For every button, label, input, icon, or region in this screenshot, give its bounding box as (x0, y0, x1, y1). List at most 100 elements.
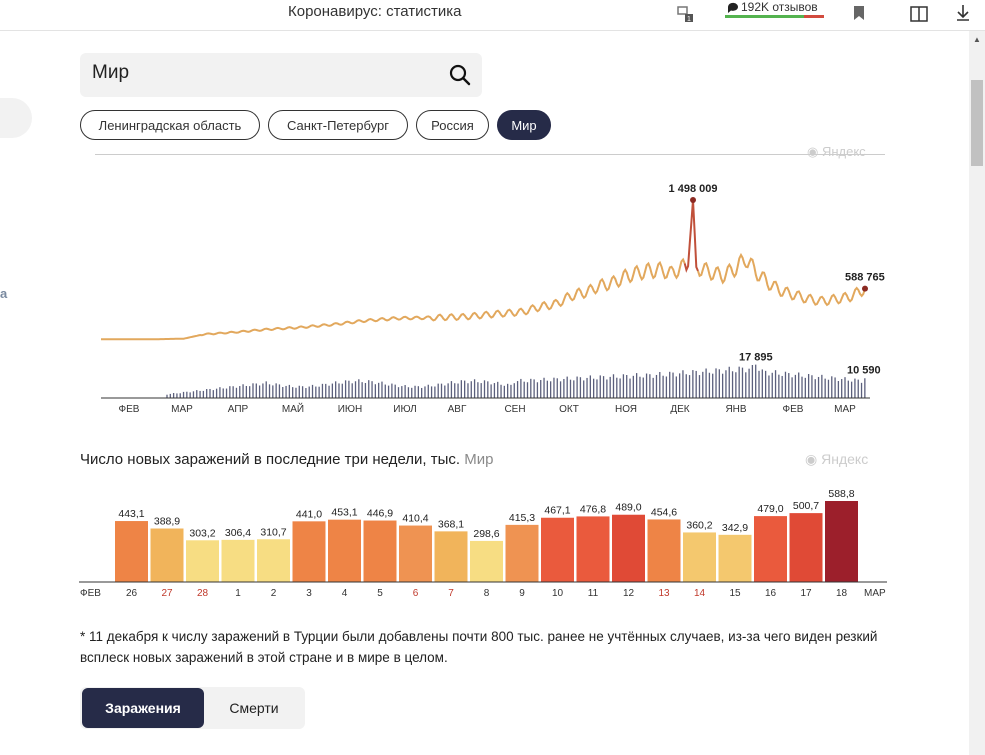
deaths-bar (576, 376, 578, 398)
reader-icon[interactable] (908, 4, 930, 28)
new-cases-bar[interactable] (363, 520, 397, 582)
tab-deaths[interactable]: Смерти (229, 700, 279, 716)
deaths-bar (642, 377, 644, 398)
month-tick-label: МАР (834, 404, 856, 415)
scroll-up-arrow-icon[interactable]: ▲ (973, 35, 981, 44)
page-scrollbar[interactable] (969, 31, 985, 755)
deaths-bar (232, 386, 234, 398)
deaths-bar (672, 372, 674, 398)
download-icon[interactable] (955, 4, 971, 26)
new-cases-bar[interactable] (115, 521, 148, 582)
deaths-bar (335, 381, 337, 398)
deaths-bar (255, 383, 257, 398)
bar-value-label: 388,9 (154, 515, 180, 527)
deaths-bar (430, 386, 433, 398)
deaths-bar (596, 379, 598, 398)
bar-value-label: 500,7 (793, 500, 819, 512)
day-tick-label: 5 (377, 588, 383, 599)
deaths-bar (573, 380, 575, 398)
deaths-bar (784, 371, 787, 398)
new-cases-bar[interactable] (470, 540, 503, 582)
region-chip-spb[interactable]: Санкт-Петербург (268, 110, 408, 140)
deaths-bar (533, 379, 535, 398)
deaths-bar (801, 376, 803, 398)
deaths-bar (540, 380, 542, 398)
deaths-bar (526, 382, 529, 398)
new-cases-bar[interactable] (399, 525, 432, 582)
new-cases-bar[interactable] (292, 521, 326, 582)
deaths-bar (196, 390, 198, 398)
deaths-bar (454, 383, 456, 398)
deaths-bar (384, 384, 386, 398)
new-cases-bar[interactable] (328, 519, 361, 582)
deaths-bar (507, 383, 509, 398)
deaths-bar (824, 378, 826, 398)
deaths-bar (354, 381, 357, 398)
region-chip-leningrad-oblast[interactable]: Ленинградская область (80, 110, 260, 140)
deaths-bar (553, 377, 555, 398)
deaths-bar (434, 386, 436, 398)
deaths-bar (692, 370, 694, 398)
new-cases-bar[interactable] (754, 516, 787, 582)
deaths-bar (741, 367, 744, 398)
reviews-count[interactable]: 192K отзывов (741, 0, 818, 14)
new-cases-bar[interactable] (257, 539, 290, 582)
bookmark-icon[interactable] (852, 4, 866, 26)
tab-infections[interactable]: Заражения (82, 688, 204, 728)
region-chip-world[interactable]: Мир (497, 110, 551, 140)
deaths-bar (444, 385, 446, 398)
new-cases-bar[interactable] (612, 514, 645, 582)
deaths-bar (622, 374, 625, 398)
extension-icon[interactable]: 1 (675, 4, 695, 28)
new-cases-bar[interactable] (505, 524, 539, 582)
deaths-bar (338, 383, 340, 398)
search-icon[interactable] (448, 63, 472, 87)
bar-value-label: 410,4 (402, 513, 428, 525)
deaths-bar (698, 375, 701, 398)
new-cases-bar[interactable] (150, 528, 184, 582)
new-cases-chart-title: Число новых заражений в последние три не… (80, 451, 494, 468)
deaths-bar (599, 375, 601, 398)
deaths-bar (834, 377, 836, 398)
region-chip-russia[interactable]: Россия (416, 110, 489, 140)
new-cases-bar[interactable] (718, 534, 752, 582)
bar-value-label: 360,2 (686, 519, 712, 531)
deaths-bar (589, 375, 591, 398)
yandex-watermark-2: ◉ Яндекс (805, 451, 869, 467)
new-cases-bar[interactable] (541, 517, 574, 582)
new-cases-bar[interactable] (186, 540, 219, 582)
new-cases-bar[interactable] (789, 513, 823, 582)
new-cases-bar[interactable] (434, 531, 468, 582)
deaths-bar (854, 378, 856, 398)
deaths-bar (864, 378, 866, 398)
day-tick-label: 16 (765, 588, 777, 599)
scrollbar-thumb[interactable] (971, 80, 983, 166)
month-tick-label: ИЮЛ (393, 404, 416, 415)
deaths-bar (738, 366, 740, 398)
deaths-bar (583, 380, 585, 398)
new-cases-bar[interactable] (221, 539, 255, 582)
chart-top-divider (95, 154, 885, 155)
new-cases-bar[interactable] (576, 516, 610, 582)
deaths-bar (774, 370, 777, 398)
deaths-bar (837, 381, 840, 398)
deaths-bar (612, 374, 615, 398)
deaths-bar (417, 386, 420, 398)
new-cases-bar[interactable] (647, 519, 681, 582)
deaths-bar (252, 383, 254, 398)
new-cases-bar[interactable] (825, 501, 858, 582)
month-tick-label: ЯНВ (725, 404, 746, 415)
left-cut-text: а (0, 286, 8, 301)
deaths-bar (794, 374, 797, 398)
new-cases-bar[interactable] (683, 532, 716, 582)
deaths-bar (513, 383, 515, 398)
deaths-bar (258, 385, 261, 398)
search-input[interactable] (90, 61, 434, 85)
deaths-bar (308, 386, 310, 398)
new-cases-chart-svg: 443,126388,927303,228306,41310,72441,034… (79, 488, 887, 599)
deaths-bar (265, 381, 267, 398)
deaths-bar (272, 385, 274, 398)
deaths-bar (222, 388, 224, 398)
deaths-bar (480, 383, 482, 398)
day-tick-label: 3 (306, 588, 312, 599)
